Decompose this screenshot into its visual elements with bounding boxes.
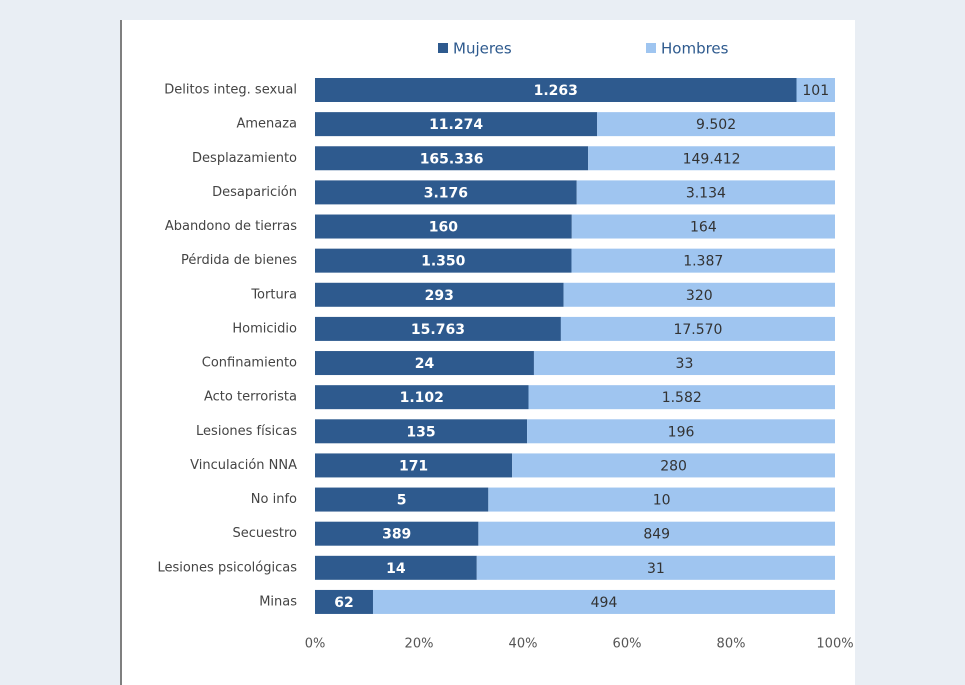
- value-label: 14: [386, 561, 406, 577]
- bar: [372, 589, 835, 614]
- value-label: 1.582: [662, 390, 702, 406]
- value-label: 9.502: [696, 117, 736, 133]
- bar: [796, 78, 835, 102]
- bar: [315, 487, 489, 512]
- value-label: 33: [676, 356, 694, 372]
- legend-label: Hombres: [661, 40, 729, 58]
- bar: [571, 248, 835, 273]
- value-label: 293: [425, 288, 454, 304]
- x-tick-label: 60%: [613, 637, 642, 652]
- bar: [528, 385, 835, 410]
- value-label: 17.570: [673, 322, 722, 338]
- value-label: 164: [690, 220, 717, 236]
- value-label: 5: [397, 493, 407, 509]
- bar: [315, 385, 529, 410]
- value-label: 10: [653, 493, 671, 509]
- bar: [571, 214, 835, 239]
- value-label: 11.274: [429, 117, 483, 133]
- value-label: 849: [643, 527, 670, 543]
- value-label: 3.176: [424, 185, 468, 201]
- bar: [597, 112, 835, 137]
- y-tick-label: Desplazamiento: [192, 151, 297, 166]
- bar: [563, 282, 835, 307]
- bar: [533, 351, 835, 376]
- y-tick-label: Delitos integ. sexual: [164, 83, 297, 98]
- value-label: 1.350: [421, 254, 466, 270]
- bar: [315, 78, 797, 102]
- bar: [315, 214, 572, 239]
- value-label: 101: [802, 83, 829, 99]
- bar: [315, 419, 528, 444]
- value-label: 320: [686, 288, 713, 304]
- bar: [512, 453, 835, 478]
- value-label: 1.102: [400, 390, 444, 406]
- bar: [315, 453, 513, 478]
- bar: [315, 316, 561, 341]
- bar: [315, 112, 598, 137]
- y-tick-label: Minas: [259, 594, 297, 609]
- y-tick-label: Abandono de tierras: [165, 219, 297, 234]
- bar: [588, 146, 835, 171]
- y-tick-label: Acto terrorista: [204, 390, 297, 405]
- x-tick-label: 20%: [405, 637, 434, 652]
- y-tick-label: Amenaza: [236, 117, 297, 132]
- value-label: 160: [429, 220, 458, 236]
- bar: [560, 316, 835, 341]
- y-tick-label: Lesiones psicológicas: [157, 560, 297, 575]
- bar: [315, 180, 577, 205]
- x-tick-label: 100%: [816, 637, 853, 652]
- value-label: 389: [382, 527, 411, 543]
- value-label: 15.763: [411, 322, 465, 338]
- value-label: 165.336: [420, 151, 484, 167]
- bar: [315, 589, 373, 614]
- legend-label: Mujeres: [453, 40, 512, 58]
- bar: [478, 521, 835, 546]
- value-label: 31: [647, 561, 665, 577]
- value-label: 1.263: [534, 83, 578, 99]
- legend-swatch: [438, 43, 448, 53]
- bar: [527, 419, 835, 444]
- value-label: 196: [668, 424, 695, 440]
- bar: [315, 282, 564, 307]
- y-tick-label: No info: [251, 492, 297, 507]
- value-label: 171: [399, 458, 428, 474]
- value-label: 1.387: [683, 254, 723, 270]
- value-label: 135: [406, 424, 435, 440]
- y-tick-label: Pérdida de bienes: [181, 253, 297, 268]
- bar: [315, 146, 589, 171]
- y-tick-label: Tortura: [250, 287, 297, 302]
- legend-swatch: [646, 43, 656, 53]
- x-tick-label: 40%: [509, 637, 538, 652]
- x-tick-label: 80%: [717, 637, 746, 652]
- bar: [315, 555, 477, 580]
- value-label: 24: [415, 356, 435, 372]
- y-tick-label: Secuestro: [232, 526, 297, 541]
- x-tick-label: 0%: [305, 637, 326, 652]
- bar: [476, 555, 835, 580]
- value-label: 149.412: [683, 151, 741, 167]
- bar: [315, 521, 479, 546]
- y-tick-label: Homicidio: [232, 321, 297, 336]
- value-label: 280: [660, 458, 687, 474]
- y-tick-label: Lesiones físicas: [196, 424, 297, 439]
- y-tick-label: Desaparición: [212, 185, 297, 200]
- bar: [315, 351, 534, 376]
- bar: [315, 248, 572, 273]
- bar: [488, 487, 835, 512]
- y-tick-label: Confinamiento: [202, 356, 297, 371]
- value-label: 494: [591, 595, 618, 611]
- y-tick-label: Vinculación NNA: [190, 458, 297, 473]
- value-label: 62: [334, 595, 353, 611]
- bar: [576, 180, 835, 205]
- value-label: 3.134: [686, 185, 726, 201]
